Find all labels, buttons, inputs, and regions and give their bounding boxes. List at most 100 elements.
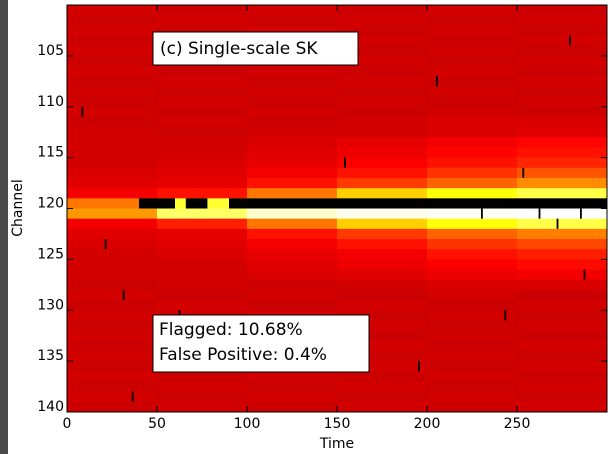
y-tick-label: 115 <box>37 145 64 161</box>
heatmap-cell <box>247 167 338 179</box>
flagged-pixel <box>139 198 175 209</box>
heatmap-cell <box>427 401 518 413</box>
heatmap-cell <box>517 249 608 260</box>
heatmap-cell <box>67 15 158 26</box>
heatmap-cell <box>337 269 428 281</box>
heatmap-cell <box>157 239 248 250</box>
flagged-pixel <box>185 198 208 209</box>
heatmap-cell <box>67 147 158 159</box>
flagged-pixel <box>418 361 420 372</box>
heatmap-cell <box>517 177 608 189</box>
heatmap-cell <box>67 310 158 321</box>
heatmap-cell <box>67 218 158 230</box>
heatmap-cell <box>427 279 518 291</box>
heatmap-cell <box>247 177 338 189</box>
flagged-pixel <box>481 208 483 219</box>
heatmap-cell <box>517 228 608 240</box>
heatmap-cell <box>427 106 518 118</box>
heatmap-cell <box>247 381 338 393</box>
heatmap-cell <box>337 279 428 291</box>
heatmap-cell <box>427 269 518 281</box>
heatmap-cell <box>67 167 158 179</box>
heatmap-cell <box>247 391 338 403</box>
heatmap-cell <box>427 350 518 362</box>
heatmap-cell <box>517 330 608 342</box>
heatmap-cell <box>67 239 158 250</box>
heatmap-cell <box>517 259 608 271</box>
heatmap-cell <box>157 371 248 382</box>
heatmap-cell <box>337 5 428 16</box>
heatmap-cell <box>247 66 338 77</box>
heatmap-cell <box>67 269 158 281</box>
heatmap-cell <box>337 147 428 159</box>
heatmap-cell <box>337 310 428 321</box>
y-tick-label: 120 <box>37 196 64 212</box>
heatmap-cell <box>427 167 518 179</box>
heatmap-cell <box>337 218 428 230</box>
heatmap-cell <box>67 401 158 413</box>
heatmap-cell <box>67 76 158 87</box>
annotation-box <box>152 314 370 373</box>
heatmap-cell <box>247 106 338 118</box>
heatmap-cell <box>517 401 608 413</box>
heatmap-cell <box>517 239 608 250</box>
heatmap-cell <box>337 330 428 342</box>
heatmap-cell <box>247 300 338 311</box>
heatmap-cell <box>427 218 518 230</box>
heatmap-cell <box>247 371 338 382</box>
heatmap-cell <box>517 188 608 199</box>
heatmap-cell <box>67 381 158 393</box>
heatmap-cell <box>157 228 248 240</box>
heatmap-cell <box>247 401 338 413</box>
heatmap-cell <box>67 320 158 332</box>
heatmap-cell <box>157 5 248 16</box>
heatmap-cell <box>517 66 608 77</box>
heatmap-cell <box>427 259 518 271</box>
heatmap-cell <box>427 86 518 98</box>
heatmap-cell <box>427 361 518 372</box>
heatmap-cell <box>157 76 248 87</box>
annotation: False Positive: 0.4% <box>159 345 327 365</box>
flagged-pixel <box>229 198 607 209</box>
heatmap-cell <box>427 208 518 220</box>
y-tick-label: 135 <box>37 348 64 364</box>
y-tick-label: 105 <box>37 43 64 59</box>
heatmap-cell <box>337 25 428 37</box>
heatmap-cell <box>157 208 248 220</box>
heatmap-cell <box>157 15 248 26</box>
heatmap-cell <box>427 116 518 128</box>
heatmap-cell <box>337 35 428 47</box>
heatmap-cell <box>67 300 158 311</box>
heatmap-cell <box>517 35 608 47</box>
heatmap-cell <box>337 381 428 393</box>
x-tick-label: 200 <box>414 416 441 432</box>
heatmap-cell <box>337 96 428 108</box>
heatmap-cell <box>517 55 608 67</box>
heatmap-cell <box>67 208 158 220</box>
heatmap-cell <box>337 249 428 260</box>
heatmap-cell <box>67 177 158 189</box>
heatmap-cell <box>67 127 158 138</box>
flagged-pixel <box>344 157 346 168</box>
heatmap-cell <box>247 249 338 260</box>
side-strip <box>0 0 8 454</box>
heatmap-cell <box>517 25 608 37</box>
flagged-pixel <box>556 218 559 229</box>
heatmap-cell <box>67 96 158 108</box>
flagged-pixel <box>504 310 507 321</box>
heatmap-cell <box>517 300 608 311</box>
heatmap-cell <box>157 188 248 199</box>
heatmap-cell <box>517 96 608 108</box>
flagged-pixel <box>580 208 582 219</box>
x-tick-label: 150 <box>324 416 351 432</box>
heatmap-cell <box>157 86 248 98</box>
heatmap-cell <box>247 289 338 301</box>
heatmap-cell <box>247 147 338 159</box>
heatmap-cell <box>67 259 158 271</box>
heatmap-cell <box>157 137 248 148</box>
heatmap-cell <box>427 177 518 189</box>
heatmap-cell <box>427 5 518 16</box>
heatmap-cell <box>247 127 338 138</box>
heatmap-cell <box>67 137 158 148</box>
